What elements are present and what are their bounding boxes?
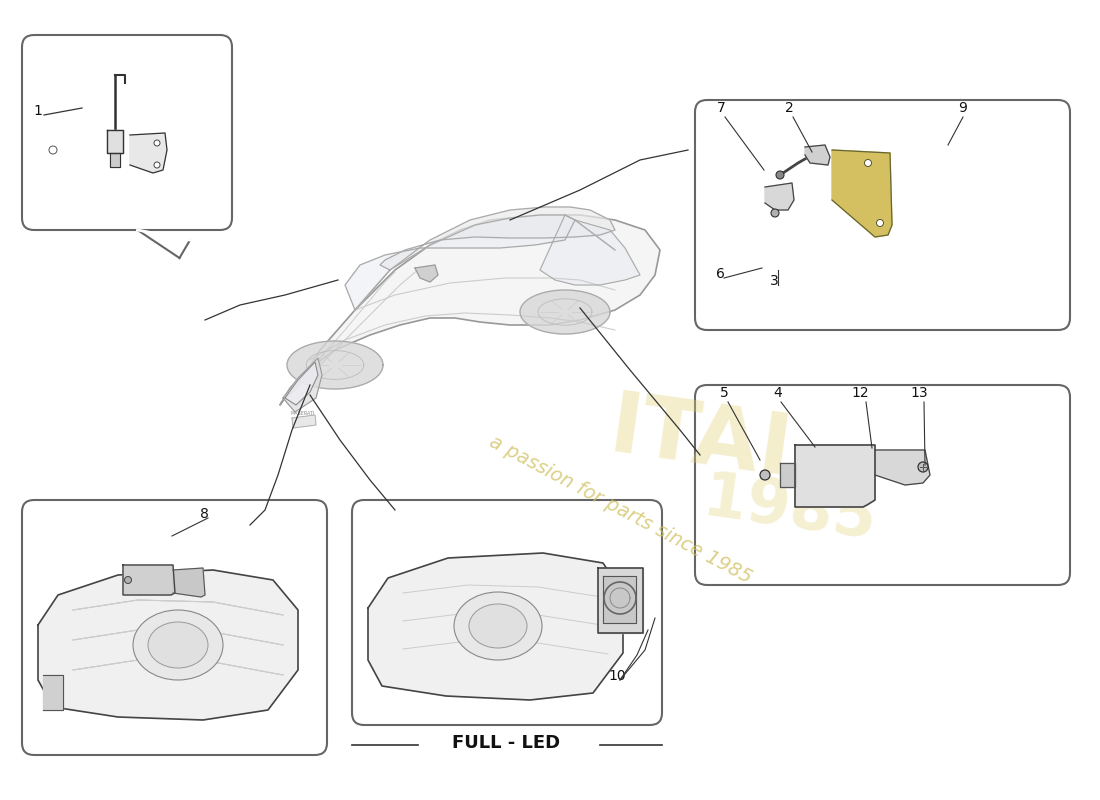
Polygon shape [598, 568, 644, 633]
Ellipse shape [454, 592, 542, 660]
FancyBboxPatch shape [352, 500, 662, 725]
Text: 12: 12 [851, 386, 869, 400]
Text: 2: 2 [785, 101, 794, 115]
Circle shape [154, 162, 160, 168]
Ellipse shape [148, 622, 208, 668]
Text: 7: 7 [717, 101, 726, 115]
Circle shape [865, 159, 871, 166]
Polygon shape [764, 183, 794, 210]
Text: 3: 3 [770, 274, 779, 288]
Text: 1: 1 [33, 104, 42, 118]
Text: 5: 5 [720, 386, 728, 400]
Circle shape [50, 146, 57, 154]
Polygon shape [123, 565, 175, 595]
Text: a passion for parts since 1985: a passion for parts since 1985 [485, 433, 755, 587]
Polygon shape [805, 145, 830, 165]
Polygon shape [285, 362, 318, 405]
Circle shape [124, 577, 132, 583]
Polygon shape [795, 445, 874, 507]
Polygon shape [368, 553, 623, 700]
Ellipse shape [469, 604, 527, 648]
Text: 10: 10 [608, 669, 626, 683]
Polygon shape [345, 215, 575, 310]
Polygon shape [107, 130, 123, 153]
Polygon shape [379, 207, 615, 270]
FancyBboxPatch shape [695, 385, 1070, 585]
Polygon shape [173, 568, 205, 597]
Ellipse shape [133, 610, 223, 680]
Circle shape [918, 462, 928, 472]
Circle shape [771, 209, 779, 217]
Circle shape [154, 140, 160, 146]
Circle shape [776, 171, 784, 179]
Polygon shape [283, 358, 322, 412]
Circle shape [760, 470, 770, 480]
Text: FULL - LED: FULL - LED [452, 734, 560, 752]
Polygon shape [280, 215, 660, 405]
Text: 4: 4 [773, 386, 782, 400]
FancyBboxPatch shape [695, 100, 1070, 330]
Text: 1985: 1985 [700, 468, 880, 552]
Polygon shape [43, 675, 63, 710]
Polygon shape [292, 415, 316, 428]
Text: 13: 13 [910, 386, 927, 400]
Polygon shape [520, 290, 610, 334]
Text: ITAI: ITAI [604, 386, 796, 494]
Polygon shape [130, 133, 167, 173]
Polygon shape [287, 341, 383, 389]
Polygon shape [780, 463, 795, 487]
Text: MASERATI: MASERATI [290, 411, 316, 416]
Polygon shape [138, 230, 190, 258]
Polygon shape [110, 153, 120, 167]
Text: 6: 6 [716, 267, 725, 281]
Circle shape [877, 219, 883, 226]
Polygon shape [603, 576, 636, 623]
Text: 9: 9 [958, 101, 967, 115]
Polygon shape [39, 570, 298, 720]
Polygon shape [874, 450, 929, 485]
Text: 8: 8 [200, 507, 209, 521]
Polygon shape [540, 215, 640, 285]
FancyBboxPatch shape [22, 35, 232, 230]
Polygon shape [832, 150, 892, 237]
FancyBboxPatch shape [22, 500, 327, 755]
Polygon shape [415, 265, 438, 282]
